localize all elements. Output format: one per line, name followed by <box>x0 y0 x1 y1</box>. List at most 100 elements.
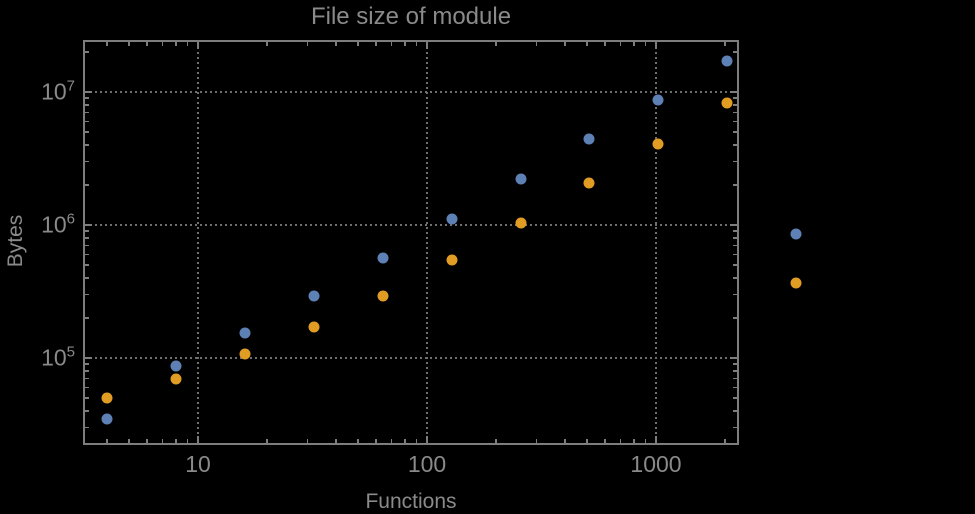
x-axis-tick-top <box>175 42 177 46</box>
y-axis-tick <box>85 410 89 412</box>
y-axis-tick <box>85 111 89 114</box>
x-axis-tick <box>196 436 199 443</box>
gridline-horizontal <box>85 356 737 359</box>
y-axis-tick <box>85 356 92 359</box>
y-axis-tick <box>85 386 89 389</box>
y-axis-tick-right <box>733 293 737 296</box>
x-axis-tick-top <box>106 42 108 46</box>
x-axis-tick-top <box>146 42 148 46</box>
y-axis-tick <box>85 264 89 266</box>
y-axis-tick <box>85 104 89 106</box>
y-axis-tick-right <box>733 244 737 247</box>
data-point-series-2-orange <box>790 277 802 289</box>
x-axis-tick-top <box>404 42 406 46</box>
x-tick-label: 100 <box>407 451 447 477</box>
x-axis-tick <box>415 439 418 443</box>
x-axis-tick-top <box>495 42 497 46</box>
x-axis-tick-top <box>426 42 428 49</box>
x-axis-tick-top <box>655 42 658 49</box>
x-axis-tick <box>175 439 177 443</box>
x-axis-tick-top <box>535 42 538 46</box>
y-axis-tick-right <box>733 370 737 372</box>
x-axis-tick <box>161 439 164 443</box>
data-point-series-2-orange <box>101 392 113 404</box>
y-axis-tick-right <box>733 97 737 99</box>
data-point-series-2-orange <box>583 177 595 189</box>
y-axis-tick-right <box>733 131 737 133</box>
gridline-vertical <box>426 42 428 443</box>
y-axis-tick <box>85 377 89 380</box>
y-tick-label: 107 <box>41 77 75 105</box>
y-axis-tick-right <box>733 377 737 380</box>
y-axis-tick <box>85 363 89 365</box>
x-axis-tick <box>426 436 428 443</box>
x-axis-tick <box>390 439 393 443</box>
data-point-series-2-orange <box>377 290 389 302</box>
x-axis-tick <box>106 439 108 443</box>
x-axis-tick <box>146 439 148 443</box>
y-axis-tick-right <box>733 386 737 389</box>
y-axis-tick-right <box>733 120 737 123</box>
y-axis-tick <box>85 397 89 399</box>
y-axis-tick-right <box>733 184 737 186</box>
data-point-series-1-blue <box>377 252 389 264</box>
x-axis-tick-top <box>306 42 308 46</box>
x-axis-tick <box>586 439 588 443</box>
data-point-series-1-blue <box>239 327 251 339</box>
y-axis-tick-right <box>730 223 737 226</box>
y-tick-label: 106 <box>41 210 75 238</box>
x-axis-tick <box>604 439 606 443</box>
y-axis-tick-right <box>733 160 737 163</box>
y-axis-tick-right <box>733 397 737 399</box>
x-axis-tick-top <box>619 42 622 46</box>
chart-title: File size of module <box>310 3 512 30</box>
y-axis-tick-right <box>733 230 737 232</box>
data-point-series-1-blue <box>583 133 595 145</box>
x-axis-tick <box>335 439 337 443</box>
y-axis-tick <box>85 51 89 53</box>
data-point-series-1-blue <box>721 55 733 67</box>
x-tick-label: 10 <box>185 451 211 477</box>
data-point-series-2-orange <box>170 373 182 385</box>
x-axis-tick <box>619 439 622 443</box>
y-axis-tick <box>85 230 89 232</box>
data-point-series-2-orange <box>515 217 526 229</box>
x-axis-tick <box>375 439 377 443</box>
x-axis-label: Functions <box>365 490 457 513</box>
gridline-vertical <box>655 42 658 443</box>
data-point-series-1-blue <box>652 94 664 106</box>
x-axis-tick <box>404 439 406 443</box>
data-point-series-1-blue <box>308 290 320 302</box>
x-axis-tick-top <box>586 42 588 46</box>
y-axis-tick-right <box>733 111 737 114</box>
y-axis-tick <box>85 277 89 279</box>
x-axis-tick <box>564 439 566 443</box>
y-axis-tick-right <box>733 363 737 365</box>
x-axis-tick <box>495 439 497 443</box>
x-axis-tick <box>357 439 359 443</box>
x-axis-tick-top <box>266 42 268 46</box>
x-axis-tick-top <box>186 42 189 46</box>
data-point-series-2-orange <box>446 254 458 266</box>
y-axis-tick-right <box>733 253 737 256</box>
x-axis-tick <box>633 439 635 443</box>
y-axis-tick-right <box>733 410 737 412</box>
data-point-series-2-orange <box>721 97 733 109</box>
gridline-horizontal <box>85 90 737 93</box>
x-axis-tick-top <box>604 42 606 46</box>
y-axis-tick <box>85 131 89 133</box>
y-axis-tick <box>85 253 89 256</box>
x-axis-tick <box>644 439 647 443</box>
data-point-series-2-orange <box>239 348 251 360</box>
y-tick-label: 105 <box>41 343 75 371</box>
y-axis-tick-right <box>733 277 737 279</box>
y-axis-tick <box>85 293 89 296</box>
x-axis-tick <box>306 439 308 443</box>
data-point-series-1-blue <box>515 173 526 185</box>
gridline-horizontal <box>85 223 737 226</box>
x-axis-tick-top <box>390 42 393 46</box>
x-axis-tick <box>655 436 658 443</box>
y-axis-tick <box>85 237 89 239</box>
data-point-series-1-blue <box>446 213 458 225</box>
x-axis-tick <box>266 439 268 443</box>
